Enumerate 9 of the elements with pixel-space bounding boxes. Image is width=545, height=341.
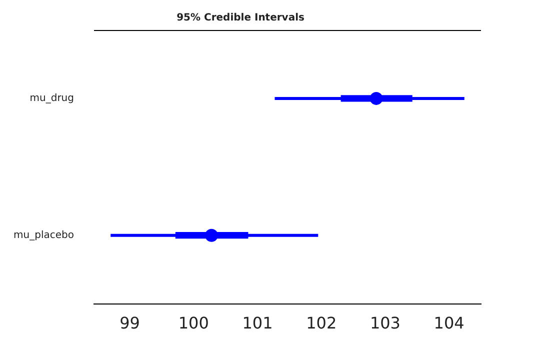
x-tick-label: 103 xyxy=(370,314,400,333)
chart-title: 95% Credible Intervals xyxy=(176,12,304,24)
x-tick-label: 104 xyxy=(434,314,464,333)
x-tick-label: 100 xyxy=(178,314,209,333)
y-tick-label: mu_drug xyxy=(30,93,74,104)
x-tick-label: 99 xyxy=(120,314,140,333)
y-tick-label: mu_placebo xyxy=(14,230,74,241)
x-tick-label: 101 xyxy=(242,314,273,333)
x-tick-label: 102 xyxy=(306,314,337,333)
